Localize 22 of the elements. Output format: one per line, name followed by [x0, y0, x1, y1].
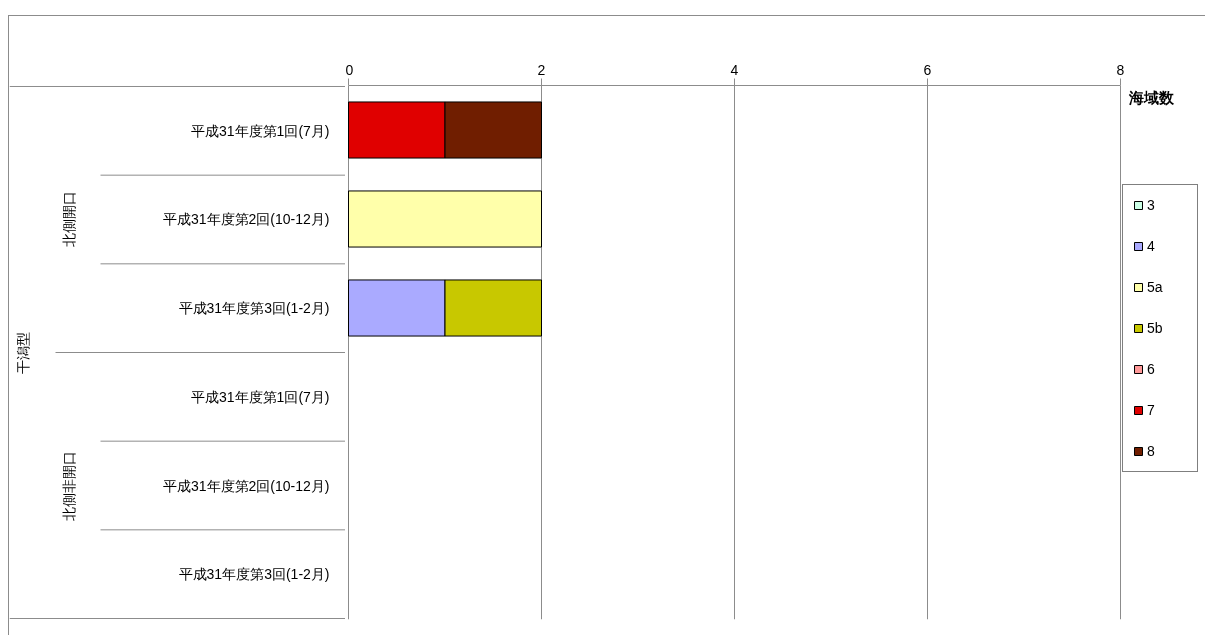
x-tick-label: 6: [923, 61, 932, 78]
legend-label: 6: [1147, 360, 1156, 379]
x-tick-label: 2: [537, 61, 546, 78]
text: 北側開口: [60, 191, 77, 248]
text: 北側非開口: [60, 450, 77, 521]
y-tick-label: 平成31年度第1回(7月): [191, 388, 330, 405]
legend-label: 7: [1147, 401, 1156, 420]
y-tick-label: 平成31年度第2回(10-12月): [163, 211, 330, 228]
y-tick-label: 平成31年度第3回(1-2月): [178, 566, 330, 583]
y-tick-label: 平成31年度第1回(7月): [191, 122, 330, 139]
legend-label: 5a: [1147, 278, 1164, 297]
x-tick-label: 0: [345, 61, 354, 78]
legend-label: 8: [1147, 442, 1156, 461]
legend-label: 3: [1147, 196, 1156, 215]
legend-label: 4: [1147, 237, 1156, 256]
x-tick-label: 4: [730, 61, 739, 78]
y-tick-label: 平成31年度第2回(10-12月): [163, 477, 330, 494]
text: 干潟型: [14, 331, 31, 374]
x-tick-label: 8: [1116, 61, 1125, 78]
legend-label: 5b: [1147, 319, 1164, 338]
x-axis-title: 海域数: [1127, 88, 1175, 106]
y-tick-label: 平成31年度第3回(1-2月): [178, 300, 330, 317]
